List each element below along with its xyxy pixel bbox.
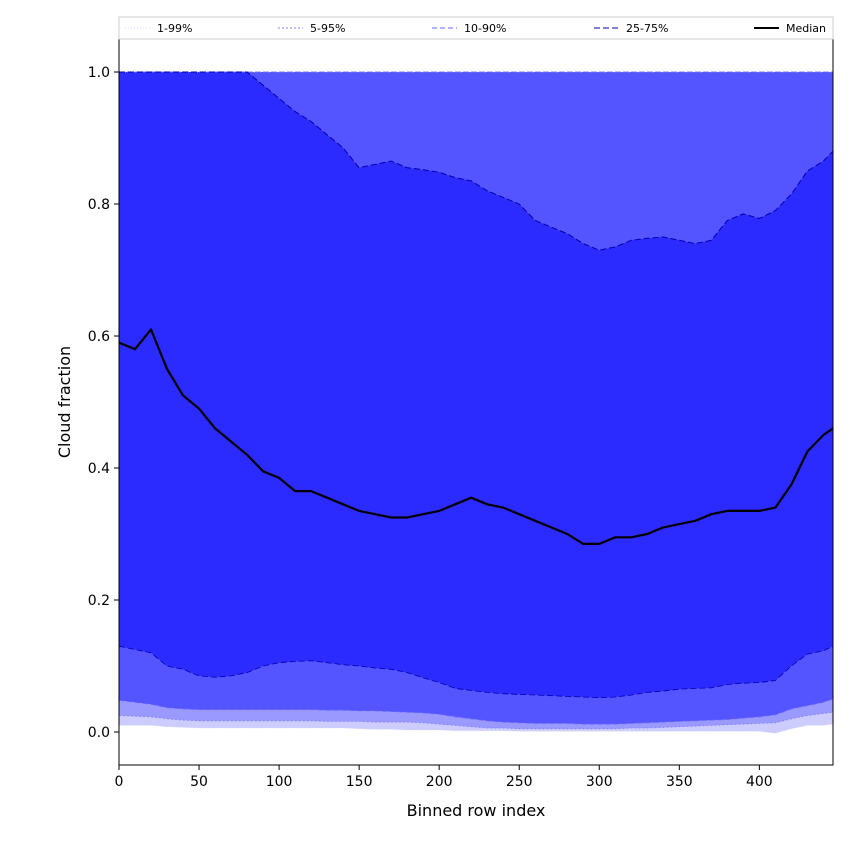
- legend: 1-99% 5-95% 10-90% 25-75% Median: [118, 16, 834, 40]
- median-line: [119, 328, 833, 546]
- y-ticks: 0.0 0.2 0.4 0.6 0.8 1.0: [88, 65, 119, 741]
- legend-label: 10-90%: [464, 22, 506, 35]
- y-tick-label: 0.8: [88, 197, 110, 213]
- band-lower-line-25-75pct: [119, 645, 833, 699]
- y-tick-label: 0.0: [88, 725, 110, 741]
- legend-label: 25-75%: [626, 22, 668, 35]
- x-tick-label: 400: [746, 774, 773, 790]
- legend-label: 1-99%: [157, 22, 192, 35]
- x-axis-label: Binned row index: [407, 801, 546, 820]
- legend-label: 5-95%: [310, 22, 345, 35]
- x-tick-label: 250: [506, 774, 533, 790]
- y-tick-label: 0.2: [88, 593, 110, 609]
- band-lower-line-5-95pct: [119, 711, 833, 730]
- y-axis-label: Cloud fraction: [55, 346, 74, 458]
- lines-layer: [119, 71, 833, 734]
- y-tick-label: 0.6: [88, 329, 110, 345]
- x-tick-label: 50: [190, 774, 208, 790]
- x-tick-label: 0: [115, 774, 124, 790]
- x-tick-label: 150: [346, 774, 373, 790]
- band-lower-line-1-99pct: [119, 723, 833, 734]
- band-25-75pct: [119, 72, 833, 698]
- x-tick-label: 350: [666, 774, 693, 790]
- legend-box: [118, 16, 834, 40]
- legend-label: Median: [786, 22, 826, 35]
- x-tick-label: 200: [426, 774, 453, 790]
- x-tick-label: 100: [266, 774, 293, 790]
- band-upper-line-25-75pct: [119, 71, 833, 251]
- band-lower-line-10-90pct: [119, 698, 833, 725]
- bands-layer: [119, 72, 833, 734]
- y-tick-label: 0.4: [88, 461, 110, 477]
- x-tick-label: 300: [586, 774, 613, 790]
- y-tick-label: 1.0: [88, 65, 110, 81]
- x-ticks: 0 50 100 150 200 250 300 350 400: [115, 765, 773, 790]
